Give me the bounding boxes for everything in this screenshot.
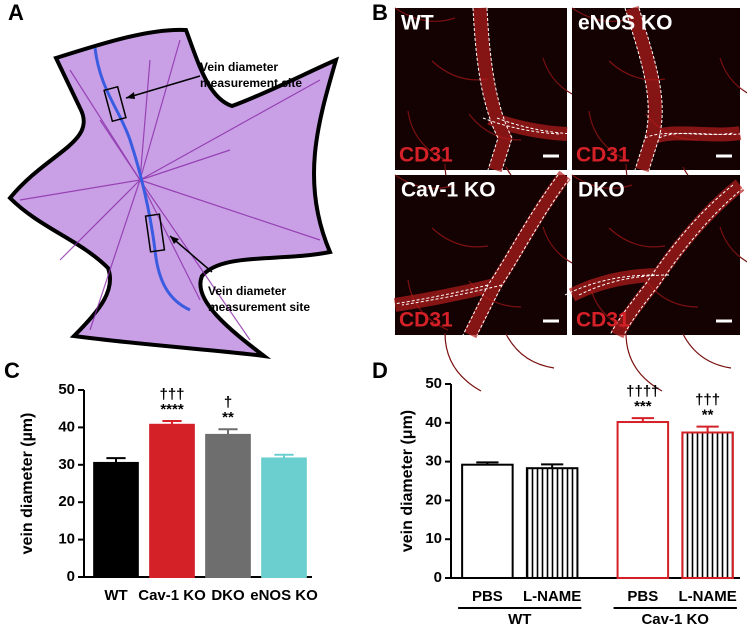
callout: Vein diameter: [200, 60, 278, 74]
x-tick-label: DKO: [211, 587, 245, 604]
genotype-label: eNOS KO: [578, 12, 673, 35]
significance-label: ****: [160, 401, 184, 418]
capillary: [719, 57, 747, 94]
micrograph: WT CD31: [394, 7, 588, 223]
panel-label: C: [4, 358, 20, 383]
group-label: Cav-1 KO: [641, 611, 709, 628]
vein-outline: [486, 7, 575, 171]
capillary: [571, 174, 633, 189]
x-tick-label: L-NAME: [678, 588, 736, 605]
significance-label: **: [702, 407, 714, 424]
significance-label: †††: [695, 392, 720, 409]
vein-outline: [401, 174, 573, 336]
capillary: [625, 332, 663, 392]
y-tick-label: 10: [58, 531, 75, 548]
capillary: [588, 110, 630, 162]
callout: measurement site: [208, 300, 310, 314]
capillary: [608, 227, 666, 248]
bar: [525, 467, 579, 580]
panel-label: A: [8, 0, 24, 25]
panel-label: D: [372, 358, 388, 383]
significance-label: ***: [634, 398, 652, 415]
vein-outline: [564, 184, 734, 336]
x-tick-label: PBS: [627, 588, 658, 605]
micrograph: Cav-1 KO CD31: [387, 170, 588, 392]
capillary: [394, 174, 456, 189]
y-tick-label: 50: [425, 375, 442, 392]
capillary: [682, 333, 732, 369]
stain-label: CD31: [576, 144, 630, 167]
x-tick-label: Cav-1 KO: [138, 587, 206, 604]
group-label: WT: [508, 611, 531, 628]
bar: [149, 423, 195, 579]
significance-label: **: [222, 409, 234, 426]
y-tick-label: 50: [58, 381, 75, 398]
y-tick-label: 20: [58, 493, 75, 510]
y-tick-label: 0: [434, 569, 442, 586]
bar: [461, 463, 514, 580]
capillary: [431, 227, 489, 248]
bar: [681, 431, 734, 579]
bar: [616, 421, 670, 579]
capillary: [407, 110, 449, 162]
bar-chart: 0 10 20 30 40 50 vein diameter (µm) WT Cav-1 KO †…: [19, 381, 318, 604]
genotype-label: DKO: [578, 179, 625, 202]
y-tick-label: 40: [58, 418, 75, 435]
stain-label: CD31: [576, 309, 630, 332]
vein-outline: [472, 7, 561, 171]
stain-label: CD31: [399, 144, 453, 167]
capillary: [719, 226, 747, 263]
capillary: [407, 279, 449, 331]
bar: [93, 461, 139, 578]
capillary: [444, 332, 482, 392]
capillary: [505, 333, 555, 369]
y-axis-label: vein diameter (µm): [19, 413, 36, 555]
callout: Vein diameter: [208, 284, 286, 298]
vein: [473, 7, 568, 173]
retina-flatmount: [7, 27, 340, 360]
genotype-label: Cav-1 KO: [401, 179, 496, 202]
y-tick-label: 20: [425, 491, 442, 508]
micrograph-grid: WT CD31 eNOS KO CD31 Cav-1 KO CD31 DKO CD31: [387, 5, 747, 392]
significance-label: †: [224, 394, 232, 411]
vein-outline: [578, 184, 747, 336]
callout: measurement site: [200, 76, 302, 90]
micrograph: DKO CD31: [564, 174, 747, 392]
capillary: [394, 7, 456, 22]
x-tick-label: WT: [104, 587, 127, 604]
vein: [393, 170, 571, 339]
panel-label: B: [372, 0, 388, 25]
capillary: [571, 7, 633, 22]
vein-outline: [638, 7, 747, 171]
x-tick-label: PBS: [472, 588, 503, 605]
capillary: [468, 113, 522, 141]
y-tick-label: 40: [425, 414, 442, 431]
y-axis-label: vein diameter (μm): [399, 410, 416, 552]
stain-label: CD31: [399, 309, 453, 332]
x-tick-label: eNOS KO: [250, 587, 318, 604]
bar: [205, 433, 251, 578]
y-tick-label: 10: [425, 530, 442, 547]
capillary: [608, 60, 666, 81]
y-tick-label: 30: [425, 453, 442, 470]
charts: 0 10 20 30 40 50 vein diameter (µm) WT Cav-1 KO †…: [19, 375, 740, 628]
significance-label: †††: [159, 386, 184, 403]
x-tick-label: L-NAME: [523, 588, 581, 605]
bar: [261, 457, 307, 578]
y-tick-label: 0: [67, 568, 75, 585]
bar-chart: 0 10 20 30 40 50 vein diameter (μm) PBS L-NAME PB…: [399, 375, 740, 628]
genotype-label: WT: [401, 12, 434, 35]
vein-outline: [387, 174, 559, 336]
significance-label: ††††: [626, 383, 659, 400]
micrograph: eNOS KO CD31: [571, 5, 747, 223]
y-tick-label: 30: [58, 456, 75, 473]
